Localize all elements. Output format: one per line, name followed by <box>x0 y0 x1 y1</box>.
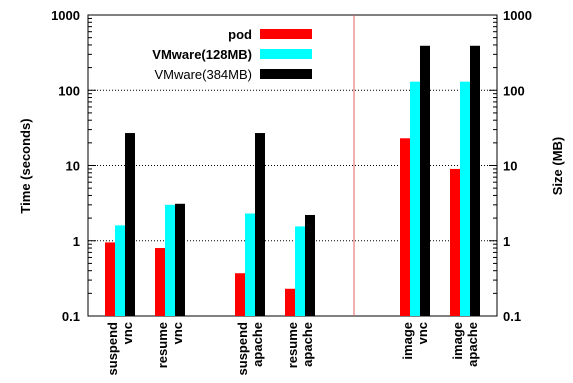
bar-vmware-128mb--5 <box>460 81 470 316</box>
legend: pod VMware(128MB) VMware(384MB) <box>152 27 312 82</box>
category-label-line1: suspend <box>235 322 250 376</box>
y-tick-label-left: 100 <box>58 83 80 98</box>
category-label-line1: resume <box>285 322 300 368</box>
bar-vmware-128mb--2 <box>245 213 255 316</box>
bar-vmware-128mb--0 <box>115 225 125 316</box>
right-tick-labels: 0.1 1 10 100 1000 <box>503 8 532 324</box>
legend-swatch <box>260 29 312 39</box>
legend-label: VMware(128MB) <box>152 47 252 62</box>
bar-vmware-128mb--1 <box>165 204 175 316</box>
category-label-line1: suspend <box>105 322 120 376</box>
y-tick-label-right: 1000 <box>503 8 532 23</box>
legend-label: pod <box>228 27 252 42</box>
bar-pod-2 <box>235 273 245 316</box>
legend-label: VMware(384MB) <box>154 67 252 82</box>
category-label-line1: image <box>400 322 415 360</box>
category-labels: suspend vnc resume vnc suspend apache resume ap… <box>105 322 480 376</box>
y-tick-label-right: 1 <box>503 234 510 249</box>
bar-pod-5 <box>450 168 460 316</box>
category-label-line2: apache <box>250 322 265 367</box>
bar-vmware-384mb--1 <box>175 203 185 316</box>
category-label-line2: apache <box>465 322 480 367</box>
bars <box>105 45 480 316</box>
category-label-line1: image <box>450 322 465 360</box>
y-tick-label-left: 1000 <box>51 8 80 23</box>
legend-swatch <box>260 49 312 59</box>
y-tick-label-left: 10 <box>66 159 80 174</box>
bar-vmware-384mb--2 <box>255 133 265 316</box>
bar-pod-1 <box>155 248 165 316</box>
category-label-line2: vnc <box>120 322 135 344</box>
category-label-line2: vnc <box>170 322 185 344</box>
bar-vmware-128mb--4 <box>410 81 420 316</box>
bar-vmware-128mb--3 <box>295 226 305 316</box>
y-axis-title-left: Time (seconds) <box>18 118 33 213</box>
category-label-line2: vnc <box>415 322 430 344</box>
y-axis-title-right: Size (MB) <box>550 137 565 196</box>
grid-lines <box>88 14 497 317</box>
bar-vmware-384mb--4 <box>420 45 430 316</box>
bar-pod-4 <box>400 138 410 316</box>
bar-vmware-384mb--5 <box>470 45 480 316</box>
left-tick-labels: 0.1 1 10 100 1000 <box>51 8 80 324</box>
category-label-line1: resume <box>155 322 170 368</box>
y-tick-label-right: 0.1 <box>503 309 521 324</box>
bar-vmware-384mb--3 <box>305 214 315 316</box>
bar-pod-0 <box>105 242 115 316</box>
category-label-line2: apache <box>300 322 315 367</box>
y-tick-label-left: 0.1 <box>62 309 80 324</box>
bar-vmware-384mb--0 <box>125 133 135 316</box>
y-tick-label-right: 10 <box>503 159 517 174</box>
bar-pod-3 <box>285 288 295 316</box>
legend-swatch <box>260 69 312 79</box>
y-tick-label-left: 1 <box>73 234 80 249</box>
y-tick-label-right: 100 <box>503 83 525 98</box>
